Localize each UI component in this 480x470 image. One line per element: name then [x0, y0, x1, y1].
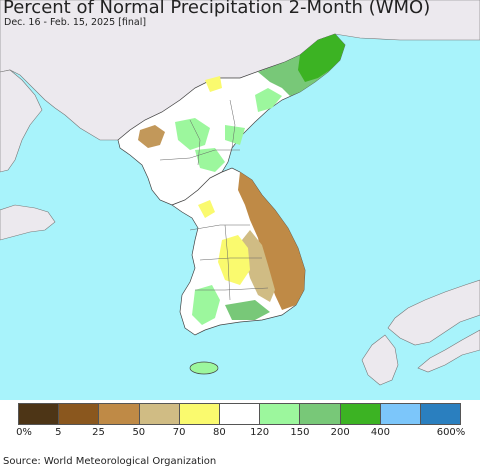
precip-darkgreen-northeast — [298, 34, 345, 82]
japan-honshu-west — [417, 329, 480, 373]
jeju-island — [189, 361, 219, 375]
precip-yellow-center — [218, 235, 250, 285]
liaodong-peninsula — [0, 69, 43, 173]
legend-label: 50 — [132, 427, 146, 438]
legend-swatch — [300, 404, 341, 424]
color-legend — [18, 403, 461, 425]
legend-swatch — [380, 404, 421, 424]
precip-lightgreen-southwest — [192, 285, 220, 325]
precipitation-map — [0, 0, 480, 400]
legend-label: 400 — [370, 427, 390, 438]
legend-swatch — [179, 404, 220, 424]
map-title: Percent of Normal Precipitation 2-Month … — [3, 0, 431, 18]
precip-green-south-coast — [225, 300, 270, 320]
map-subtitle: Dec. 16 - Feb. 15, 2025 [final] — [4, 17, 147, 28]
source-credit: Source: World Meteorological Organizatio… — [3, 456, 217, 467]
legend-swatch — [340, 404, 381, 424]
precip-tan-east — [238, 172, 305, 310]
precip-tan-northwest — [138, 125, 165, 148]
admin-boundaries — [159, 99, 269, 301]
legend-swatch — [420, 404, 461, 424]
precip-yellow-north — [205, 76, 222, 92]
legend-label: 120 — [250, 427, 270, 438]
legend-label: 150 — [290, 427, 310, 438]
legend-label: 25 — [92, 427, 105, 438]
legend-label: 70 — [172, 427, 186, 438]
precip-lighttan-east — [242, 230, 275, 302]
legend-swatch — [59, 404, 100, 424]
precip-yellow-west — [198, 200, 215, 218]
legend-label: 200 — [330, 427, 350, 438]
legend-swatch — [260, 404, 301, 424]
precip-lightgreen-north — [255, 88, 282, 112]
legend-swatch — [19, 404, 60, 424]
precip-lightgreen-central — [175, 118, 210, 150]
legend-label: 600% — [436, 427, 466, 438]
japan-land — [387, 279, 480, 346]
legend-swatch — [99, 404, 140, 424]
legend-label: 80 — [212, 427, 226, 438]
precip-lightgreen-central-2 — [225, 125, 245, 145]
legend-swatch — [139, 404, 180, 424]
legend-label: 0% — [16, 427, 32, 438]
japan-kyushu — [361, 334, 399, 386]
legend-swatch — [219, 404, 261, 424]
legend-label: 5 — [55, 427, 62, 438]
shandong-peninsula — [0, 204, 56, 241]
